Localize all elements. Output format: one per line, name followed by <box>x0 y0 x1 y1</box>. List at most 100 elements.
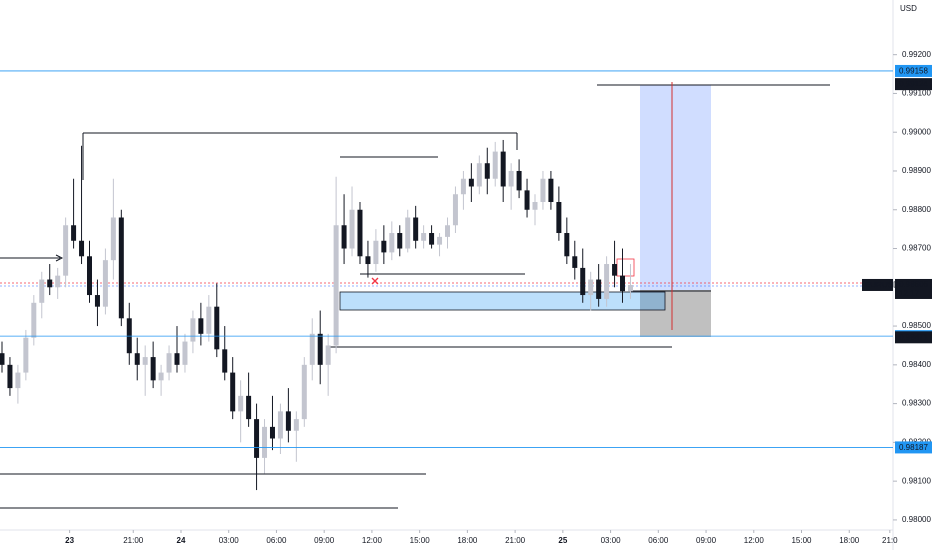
candle-body <box>397 233 403 249</box>
candle-body <box>94 295 100 307</box>
candle-body <box>118 217 124 319</box>
x-tick-label: 23 <box>65 536 74 545</box>
drawings <box>0 82 893 509</box>
candle-body <box>86 256 92 296</box>
candle-body <box>55 275 61 288</box>
y-tick-label: 0.98000 <box>902 515 931 524</box>
x-tick-label: 25 <box>558 536 567 545</box>
candle-body <box>468 178 474 187</box>
candle-body <box>604 264 610 299</box>
candle-body <box>476 163 482 187</box>
x-tick-label: 12:00 <box>362 536 383 545</box>
price-label: 0.98471 <box>899 333 928 342</box>
price-label-box <box>895 441 932 454</box>
price-label: 0.99124 <box>899 80 928 89</box>
symbol-box <box>862 278 893 291</box>
x-tick-label: 12:00 <box>744 536 765 545</box>
last-price-label: 0.98606 <box>899 280 928 289</box>
candle-body <box>341 225 347 249</box>
symbol-label: EURUSD <box>865 281 899 290</box>
candle-body <box>357 209 363 257</box>
candle-body <box>596 279 602 299</box>
y-tick-label: 0.98700 <box>902 244 931 253</box>
candle-body <box>15 372 21 389</box>
y-tick-label: 0.98400 <box>902 360 931 369</box>
y-tick-label: 0.99000 <box>902 127 931 136</box>
candle-body <box>564 233 570 257</box>
candle-body <box>254 419 260 458</box>
candle-body <box>572 256 578 268</box>
candle-body <box>142 357 148 365</box>
candle-body <box>556 201 562 234</box>
cross-marker <box>371 277 379 285</box>
candle-body <box>421 233 427 241</box>
candle-body <box>182 341 188 365</box>
candle-body <box>23 337 29 373</box>
x-tick-label: 21:00 <box>123 536 144 545</box>
candle-body <box>63 225 69 276</box>
candle-body <box>134 353 140 365</box>
candle-body <box>206 306 212 334</box>
candle-body <box>102 260 108 307</box>
candle-body <box>150 357 156 381</box>
x-tick-label: 06:00 <box>648 536 669 545</box>
candle-body <box>301 364 307 420</box>
candle-body <box>7 364 13 389</box>
loss-zone <box>640 290 711 337</box>
candle-body <box>484 163 490 179</box>
x-tick-label: 18:00 <box>839 536 860 545</box>
candle-body <box>492 151 498 179</box>
candle-body <box>381 240 387 253</box>
candle-body <box>285 411 291 431</box>
candle-body <box>365 256 371 265</box>
candle-body <box>174 353 180 365</box>
x-tick-label: 18:00 <box>457 536 478 545</box>
candle-body <box>325 345 331 365</box>
candle-body <box>508 170 514 187</box>
candle-body <box>548 178 554 202</box>
y-tick-label: 0.98900 <box>902 166 931 175</box>
candle-body <box>79 240 85 257</box>
candle-body <box>389 233 395 253</box>
candle-body <box>460 178 466 195</box>
countdown: 12:17 <box>899 289 920 298</box>
x-tick-label: 21:0 <box>882 536 898 545</box>
candle-body <box>317 333 323 365</box>
candle-body <box>158 372 164 381</box>
candle-body <box>588 279 594 296</box>
candle-body <box>71 225 77 241</box>
candle-body <box>349 209 355 249</box>
candle-body <box>620 275 626 292</box>
candle-body <box>293 419 299 431</box>
candle-body <box>269 426 275 439</box>
candle-body <box>166 353 172 373</box>
candle-body <box>238 395 244 412</box>
y-tick-label: 0.98500 <box>902 321 931 330</box>
price-label: 0.98187 <box>899 443 928 452</box>
price-label-box <box>895 78 932 91</box>
candle-body <box>405 217 411 249</box>
candle-body <box>0 353 5 365</box>
candle-body <box>309 333 315 365</box>
candle-body <box>540 178 546 202</box>
candle-body <box>532 201 538 210</box>
candle-body <box>437 236 443 245</box>
candle-body <box>262 426 268 458</box>
x-tick-label: 09:00 <box>696 536 717 545</box>
candle-body <box>230 372 236 412</box>
demand-zone <box>339 291 666 311</box>
x-tick-label: 15:00 <box>410 536 431 545</box>
candle-body <box>110 217 116 261</box>
price-label-box <box>895 64 932 77</box>
x-tick-label: 06:00 <box>266 536 287 545</box>
candle-body <box>277 411 283 439</box>
candle-body <box>333 225 339 346</box>
x-tick-label: 09:00 <box>314 536 335 545</box>
candle-body <box>246 395 252 420</box>
x-tick-label: 15:00 <box>791 536 812 545</box>
candle-body <box>198 318 204 334</box>
y-tick-label: 0.98800 <box>902 205 931 214</box>
y-tick-label: 0.98300 <box>902 399 931 408</box>
candle-body <box>222 349 228 373</box>
candle-body <box>31 302 37 338</box>
